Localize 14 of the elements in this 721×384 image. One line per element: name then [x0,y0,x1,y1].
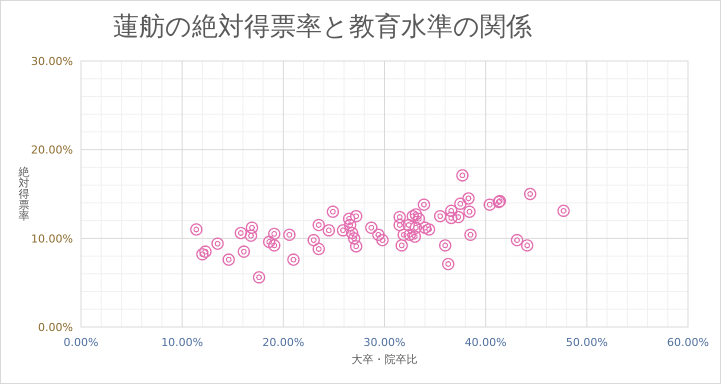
y-tick-label: 0.00% [38,321,73,334]
x-tick-label: 60.00% [667,336,709,349]
y-tick-label: 30.00% [31,55,73,68]
x-tick-label: 20.00% [262,336,304,349]
y-axis-title: 絶対得票率 [18,166,30,222]
x-tick-label: 0.00% [64,336,98,349]
x-tick-label: 50.00% [566,336,608,349]
chart-title: 蓮舫の絶対得票率と教育水準の関係 [113,12,532,42]
y-tick-label: 10.00% [31,232,73,246]
x-tick-label: 10.00% [161,336,204,349]
x-tick-label: 30.00% [364,336,406,349]
x-tick-label: 40.00% [464,336,507,349]
x-axis-title: 大卒・院卒比 [352,353,418,366]
y-tick-label: 20.00% [31,144,73,157]
